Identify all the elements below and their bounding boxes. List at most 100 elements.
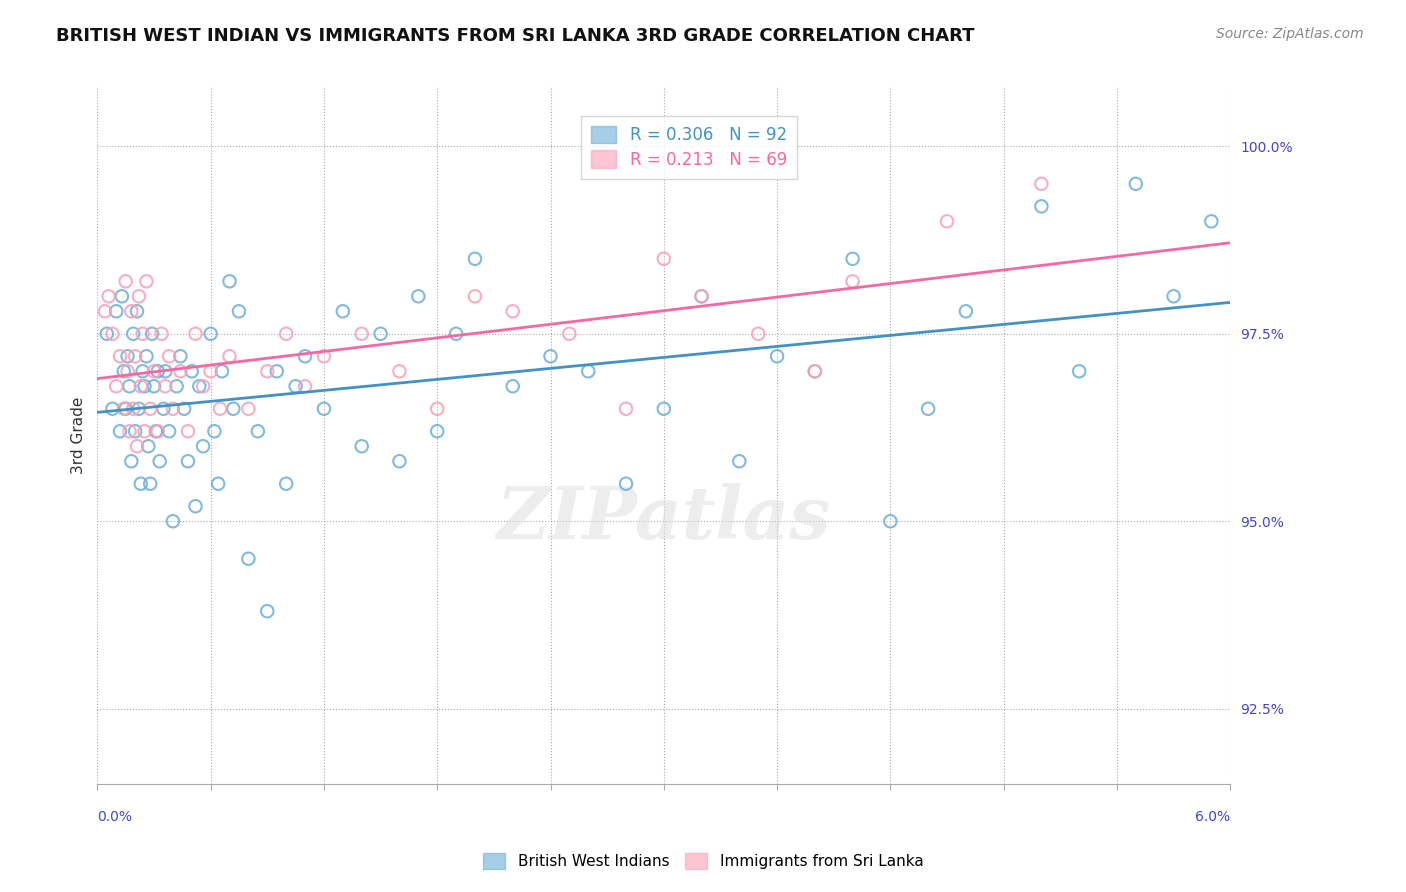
Point — [614, 401, 637, 416]
Point — [157, 424, 180, 438]
Point — [266, 364, 288, 378]
Text: Source: ZipAtlas.com: Source: ZipAtlas.com — [1216, 27, 1364, 41]
Point — [114, 274, 136, 288]
Point — [209, 401, 232, 416]
Point — [312, 349, 335, 363]
Point — [1031, 177, 1053, 191]
Point — [105, 304, 128, 318]
Point — [125, 439, 148, 453]
Point — [180, 364, 202, 378]
Y-axis label: 3rd Grade: 3rd Grade — [72, 396, 86, 474]
Point — [177, 424, 200, 438]
Point — [207, 476, 229, 491]
Point — [184, 500, 207, 514]
Point — [879, 514, 901, 528]
Point — [200, 326, 222, 341]
Point — [502, 304, 524, 318]
Point — [312, 401, 335, 416]
Point — [238, 401, 260, 416]
Point — [294, 349, 316, 363]
Point — [246, 424, 269, 438]
Point — [131, 326, 153, 341]
Point — [1031, 199, 1053, 213]
Point — [173, 401, 195, 416]
Point — [652, 401, 675, 416]
Point — [128, 401, 150, 416]
Point — [117, 349, 139, 363]
Point — [124, 424, 146, 438]
Point — [1201, 214, 1223, 228]
Point — [222, 401, 245, 416]
Point — [97, 289, 120, 303]
Point — [294, 379, 316, 393]
Point — [652, 252, 675, 266]
Point — [502, 379, 524, 393]
Point — [576, 364, 599, 378]
Legend: R = 0.306   N = 92, R = 0.213   N = 69: R = 0.306 N = 92, R = 0.213 N = 69 — [582, 116, 797, 178]
Point — [955, 304, 977, 318]
Point — [146, 364, 169, 378]
Point — [284, 379, 307, 393]
Point — [841, 274, 863, 288]
Point — [122, 401, 145, 416]
Point — [464, 289, 486, 303]
Point — [108, 349, 131, 363]
Point — [276, 476, 298, 491]
Point — [1125, 177, 1147, 191]
Point — [332, 304, 354, 318]
Point — [747, 326, 769, 341]
Text: BRITISH WEST INDIAN VS IMMIGRANTS FROM SRI LANKA 3RD GRADE CORRELATION CHART: BRITISH WEST INDIAN VS IMMIGRANTS FROM S… — [56, 27, 974, 45]
Point — [804, 364, 827, 378]
Point — [188, 379, 211, 393]
Point — [141, 326, 163, 341]
Point — [211, 364, 233, 378]
Point — [177, 454, 200, 468]
Point — [200, 364, 222, 378]
Point — [105, 379, 128, 393]
Point — [218, 274, 240, 288]
Point — [388, 364, 411, 378]
Point — [101, 326, 124, 341]
Point — [841, 252, 863, 266]
Point — [136, 439, 159, 453]
Point — [94, 304, 117, 318]
Text: 6.0%: 6.0% — [1195, 810, 1230, 824]
Point — [238, 551, 260, 566]
Point — [166, 379, 188, 393]
Point — [426, 401, 449, 416]
Point — [169, 364, 191, 378]
Point — [162, 401, 184, 416]
Point — [111, 289, 134, 303]
Point — [150, 326, 173, 341]
Point — [204, 424, 226, 438]
Point — [162, 514, 184, 528]
Point — [101, 401, 124, 416]
Point — [125, 304, 148, 318]
Point — [690, 289, 713, 303]
Point — [112, 364, 135, 378]
Point — [350, 326, 373, 341]
Point — [350, 439, 373, 453]
Point — [540, 349, 562, 363]
Point — [276, 326, 298, 341]
Point — [96, 326, 118, 341]
Point — [108, 424, 131, 438]
Point — [228, 304, 250, 318]
Point — [139, 401, 162, 416]
Point — [129, 379, 152, 393]
Point — [134, 424, 156, 438]
Point — [184, 326, 207, 341]
Point — [1163, 289, 1185, 303]
Point — [558, 326, 581, 341]
Point — [146, 424, 169, 438]
Point — [129, 476, 152, 491]
Point — [120, 454, 142, 468]
Point — [169, 349, 191, 363]
Point — [139, 476, 162, 491]
Point — [191, 439, 214, 453]
Point — [256, 604, 278, 618]
Point — [145, 424, 167, 438]
Point — [135, 349, 157, 363]
Point — [124, 349, 146, 363]
Point — [134, 379, 156, 393]
